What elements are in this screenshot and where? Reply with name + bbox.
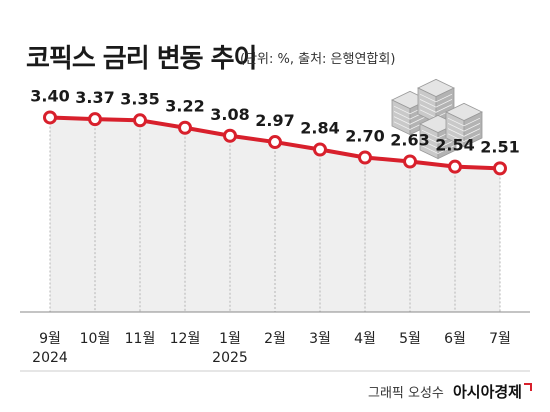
x-tick-label: 2월: [264, 331, 286, 347]
area-fill: [50, 117, 500, 312]
header: 코픽스 금리 변동 추이 (단위: %, 출처: 은행연합회): [26, 38, 526, 78]
x-tick-label: 7월: [489, 331, 511, 347]
chart-subtitle: (단위: %, 출처: 은행연합회): [240, 52, 396, 67]
data-point: [313, 142, 327, 157]
money-stack-icon: [391, 78, 483, 160]
data-point: [88, 112, 102, 127]
data-label: 3.37: [75, 88, 114, 107]
data-point: [493, 161, 507, 176]
data-label: 2.51: [480, 137, 519, 156]
x-tick-label: 11월: [125, 331, 156, 347]
x-tick-label: 5월: [399, 331, 421, 347]
x-tick-label: 12월: [170, 331, 201, 347]
data-point: [133, 113, 147, 128]
x-tick-label: 9월: [39, 331, 61, 347]
data-point: [223, 128, 237, 143]
data-label: 3.35: [120, 89, 159, 108]
data-point: [268, 135, 282, 150]
data-label: 2.63: [390, 131, 429, 150]
x-tick-label: 3월: [309, 331, 331, 347]
data-label: 2.54: [435, 136, 474, 155]
data-point: [358, 150, 372, 165]
credit: 그래픽 오성수 아시아경제: [368, 381, 532, 402]
data-label: 3.08: [210, 105, 249, 124]
data-label: 2.70: [345, 127, 384, 146]
brand-mark-icon: [524, 383, 532, 391]
x-tick-label: 1월: [219, 331, 241, 347]
data-point: [43, 110, 57, 125]
data-label: 3.22: [165, 97, 204, 116]
data-label: 2.97: [255, 111, 294, 130]
data-label: 2.84: [300, 118, 339, 137]
data-point: [178, 120, 192, 135]
x-tick-label: 10월: [80, 331, 111, 347]
data-point: [403, 154, 417, 169]
x-tick-label: 6월: [444, 331, 466, 347]
x-tick-label: 4월: [354, 331, 376, 347]
data-point: [448, 159, 462, 174]
chart-title: 코픽스 금리 변동 추이: [26, 44, 257, 74]
year-label: 2024: [32, 350, 68, 366]
data-label: 3.40: [30, 86, 69, 105]
year-label: 2025: [212, 350, 248, 366]
graphic-credit: 그래픽 오성수: [367, 386, 444, 401]
brand-logo: 아시아경제: [452, 383, 522, 401]
